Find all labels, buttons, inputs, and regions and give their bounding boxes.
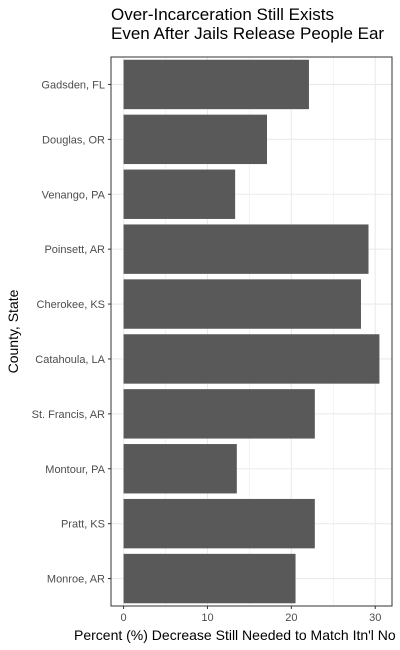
bar-montour-pa: [123, 444, 237, 494]
x-axis-title: Percent (%) Decrease Still Needed to Mat…: [74, 627, 396, 643]
y-tick-label: Cherokee, KS: [37, 299, 105, 311]
chart-title-line-2: Even After Jails Release People Ear: [111, 24, 385, 43]
bar-st-francis-ar: [123, 389, 315, 439]
bar-pratt-ks: [123, 498, 315, 549]
panel-border: [110, 56, 393, 607]
y-tick-label: Poinsett, AR: [44, 244, 105, 256]
y-tick-label: Catahoula, LA: [35, 354, 105, 366]
x-tick-label: 20: [285, 612, 297, 624]
y-tick-label: St. Francis, AR: [32, 409, 105, 421]
y-tick-label: Pratt, KS: [61, 519, 105, 531]
bar-catahoula-la: [123, 334, 380, 384]
bar-poinsett-ar: [123, 224, 369, 274]
y-tick-label: Gadsden, FL: [41, 79, 105, 91]
bar-monroe-ar: [123, 553, 296, 604]
bar-cherokee-ks: [123, 279, 361, 329]
y-tick-label: Monroe, AR: [47, 574, 105, 586]
y-tick-label: Montour, PA: [45, 464, 105, 476]
x-tick-label: 30: [369, 612, 381, 624]
x-tick-label: 10: [201, 612, 213, 624]
bar-gadsden-fl: [123, 59, 309, 110]
y-tick-label: Venango, PA: [42, 189, 106, 201]
bar-douglas-or: [123, 114, 268, 165]
bar-venango-pa: [123, 169, 236, 219]
y-tick-label: Douglas, OR: [42, 134, 105, 146]
x-tick-label: 0: [121, 612, 127, 624]
y-axis-title: County, State: [5, 289, 21, 373]
chart-title-line-1: Over-Incarceration Still Exists: [111, 5, 334, 24]
